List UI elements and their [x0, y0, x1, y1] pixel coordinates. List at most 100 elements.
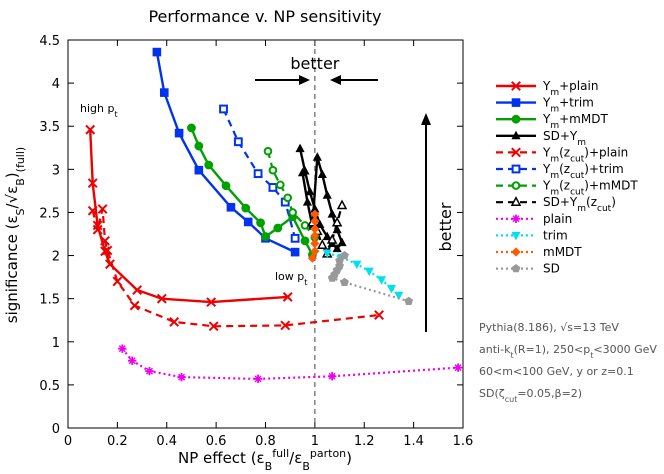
- data-point: [263, 146, 273, 156]
- legend-label: SD: [543, 262, 560, 276]
- data-point: [256, 218, 265, 228]
- legend-item: Ym+trim: [496, 96, 594, 115]
- data-point: [169, 317, 180, 327]
- series-line: [222, 108, 297, 239]
- data-point: [317, 239, 328, 249]
- info-box: Pythia(8.186), √s=13 TeV anti-kt(R=1), 25…: [479, 321, 657, 404]
- data-point: [332, 224, 342, 234]
- data-point: [453, 363, 463, 372]
- legend-label: mMDT: [543, 245, 582, 259]
- x-tick-label: 0.6: [206, 434, 227, 449]
- data-point: [194, 141, 204, 151]
- series-line: [89, 129, 288, 304]
- series-sd-ym: [295, 143, 347, 253]
- data-point: [129, 300, 140, 311]
- data-point: [273, 223, 283, 233]
- y-tick-label: 0: [52, 422, 60, 437]
- series-ym-zcut-mmdt: [263, 146, 320, 242]
- data-point: [208, 321, 219, 332]
- data-point: [112, 276, 123, 287]
- data-point: [300, 221, 310, 230]
- y-tick-label: 3.5: [39, 120, 60, 135]
- better-arrow-up-head: [421, 113, 431, 125]
- info-line: 60<m<100 GeV, y or z=0.1: [479, 365, 634, 378]
- data-point: [511, 181, 521, 190]
- data-point: [280, 320, 291, 331]
- data-point: [331, 216, 343, 227]
- legend-item: Ym(zcut)+plain: [496, 145, 628, 164]
- series-plain: [118, 344, 463, 384]
- x-tick-label: 0.4: [156, 434, 177, 449]
- data-point: [297, 167, 308, 177]
- x-tick-label: 0.8: [255, 434, 276, 449]
- data-point: [243, 217, 253, 227]
- annotation-high-pt: high pt: [80, 102, 118, 119]
- x-axis-title: NP effect (εBfull/εBparton): [178, 447, 352, 473]
- data-point: [187, 123, 196, 133]
- series-ym-zcut-plain: [87, 204, 384, 332]
- legend-item: Ym+plain: [496, 79, 598, 98]
- data-point: [85, 124, 96, 135]
- x-tick-label: 1: [311, 434, 319, 449]
- data-point: [206, 297, 217, 308]
- data-point: [102, 245, 113, 256]
- data-point: [204, 160, 214, 170]
- data-point: [233, 137, 243, 147]
- data-point: [511, 81, 521, 91]
- legend-item: Ym(zcut)+mMDT: [496, 179, 638, 198]
- data-point: [511, 114, 521, 124]
- data-point: [305, 186, 315, 196]
- data-point: [511, 130, 521, 140]
- data-point: [386, 284, 397, 294]
- y-tick-label: 3: [52, 163, 60, 178]
- x-tick-label: 1.4: [403, 434, 424, 449]
- data-point: [132, 285, 143, 295]
- data-point: [156, 293, 167, 304]
- y-tick-label: 4.5: [39, 34, 60, 49]
- data-point: [295, 143, 305, 153]
- data-point: [290, 233, 300, 243]
- legend-item: SD: [496, 262, 560, 276]
- data-point: [322, 190, 332, 199]
- data-point: [327, 209, 337, 218]
- data-point: [261, 232, 270, 241]
- data-point: [312, 152, 322, 161]
- better-label-horizontal: better: [290, 54, 339, 73]
- series-line: [121, 347, 459, 381]
- y-tick-label: 2.5: [39, 206, 60, 221]
- series-ym-zcut-trim: [219, 104, 300, 243]
- data-point: [376, 276, 387, 285]
- data-point: [282, 292, 293, 302]
- legend-item: SD+Ym: [496, 129, 586, 148]
- data-point: [511, 214, 521, 223]
- data-point: [394, 291, 404, 301]
- series-sd: [327, 251, 414, 305]
- y-tick-label: 4: [52, 77, 60, 92]
- data-point: [322, 231, 332, 241]
- data-point: [97, 204, 108, 214]
- data-point: [511, 147, 521, 158]
- legend-label: SD+Ym(zcut): [543, 195, 616, 214]
- y-tick-label: 0.5: [39, 379, 60, 394]
- data-point: [326, 233, 338, 244]
- data-point: [511, 247, 521, 257]
- data-point: [226, 202, 236, 212]
- legend-label: Ym+mMDT: [542, 112, 608, 131]
- data-point: [511, 231, 521, 241]
- data-point: [310, 203, 320, 213]
- legend-label: plain: [543, 212, 572, 226]
- legend-label: Ym+trim: [542, 96, 594, 115]
- data-point: [340, 277, 349, 286]
- legend-item: Ym(zcut)+trim: [496, 162, 624, 181]
- data-point: [219, 104, 228, 114]
- data-point: [327, 273, 337, 282]
- plot-area: 0 0.2 0.4 0.6 0.8 1 1.2 1.4 1.6 0 0.5 1 1.5 2 2.5 3 3.5 4…: [39, 34, 473, 449]
- info-line: anti-kt(R=1), 250<pt<3000 GeV: [479, 343, 657, 360]
- data-point: [404, 296, 414, 305]
- data-point: [310, 231, 320, 241]
- data-point: [87, 205, 98, 216]
- data-point: [92, 224, 103, 235]
- legend-label: Ym(zcut)+mMDT: [542, 179, 638, 198]
- data-point: [253, 169, 263, 179]
